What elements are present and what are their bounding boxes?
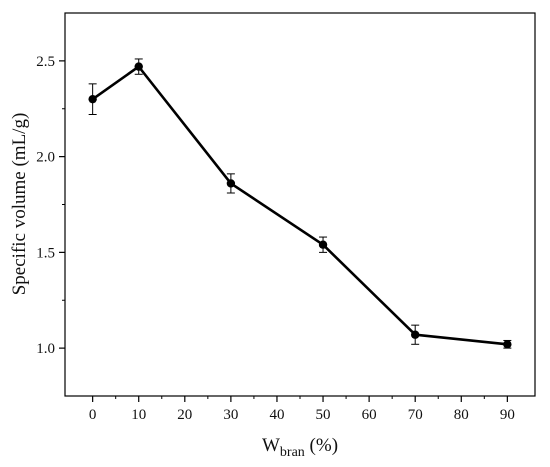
y-tick-label: 2.5 bbox=[36, 54, 55, 70]
series-line bbox=[91, 65, 508, 346]
y-tick-label: 1.0 bbox=[36, 341, 55, 357]
y-axis-label: Specific volume (mL/g) bbox=[9, 113, 30, 296]
x-tick-label: 0 bbox=[89, 407, 97, 423]
x-tick-label: 70 bbox=[408, 407, 423, 423]
x-tick-label: 50 bbox=[316, 407, 331, 423]
x-axis-label-unit: (%) bbox=[305, 435, 338, 456]
x-axis-label-main: W bbox=[262, 435, 280, 456]
x-tick-label: 90 bbox=[500, 407, 515, 423]
x-tick-label: 80 bbox=[454, 407, 469, 423]
x-tick-label: 20 bbox=[177, 407, 192, 423]
x-tick-label: 10 bbox=[131, 407, 146, 423]
data-point bbox=[134, 62, 143, 71]
y-tick-label: 2.0 bbox=[36, 150, 55, 166]
y-axis-ticks: 1.0 1.5 2.0 2.5 bbox=[36, 54, 65, 357]
x-axis-label: Wbran (%) bbox=[262, 435, 338, 460]
y-tick-label: 1.5 bbox=[36, 245, 55, 261]
data-point bbox=[410, 330, 420, 339]
data-point bbox=[318, 240, 328, 249]
x-axis-label-subscript: bran bbox=[280, 445, 305, 460]
x-tick-label: 30 bbox=[223, 407, 238, 423]
data-point bbox=[503, 340, 512, 349]
x-tick-label: 60 bbox=[362, 407, 377, 423]
series-layer bbox=[88, 58, 512, 349]
x-axis-ticks: 0 10 20 30 40 50 60 70 80 90 bbox=[89, 396, 515, 423]
data-point bbox=[88, 94, 97, 104]
data-point bbox=[226, 179, 236, 188]
x-tick-label: 40 bbox=[269, 407, 284, 423]
